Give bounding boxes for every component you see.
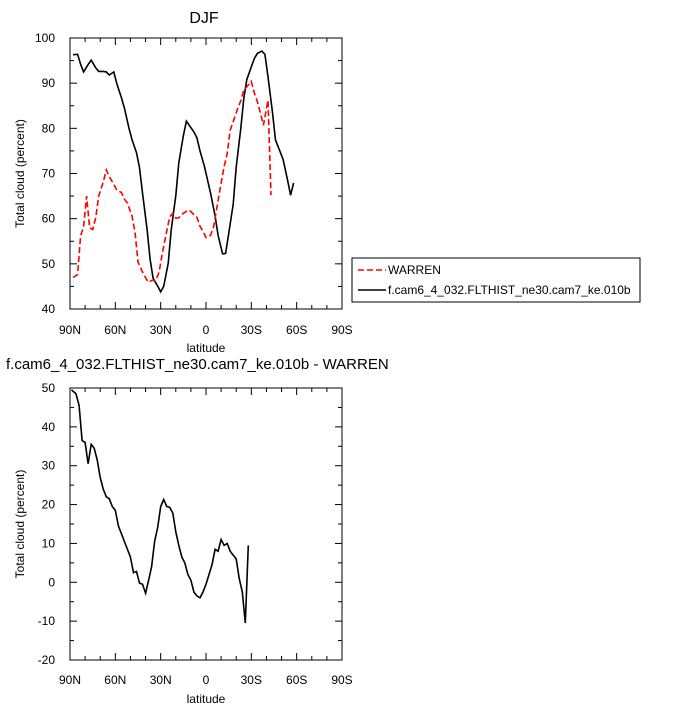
- bottom-y-tick-labels: -20 -10 0 10 20 30 40 50: [38, 381, 56, 667]
- bottom-y-tick-label-0: 0: [48, 575, 55, 589]
- bottom-panel: f.cam6_4_032.FLTHIST_ne30.cam7_ke.010b -…: [6, 356, 389, 706]
- top-y-tick-marks: [70, 37, 342, 310]
- top-y-tick-label-70: 70: [42, 167, 56, 181]
- top-panel: DJF 90N 60N 30N 0 30S 60S 90S 40 50 60 7…: [13, 10, 353, 355]
- legend-label-model: f.cam6_4_032.FLTHIST_ne30.cam7_ke.010b: [388, 283, 631, 297]
- bottom-y-tick-marks: [70, 387, 342, 661]
- legend-label-warren: WARREN: [388, 263, 441, 277]
- top-y-tick-label-90: 90: [42, 76, 56, 90]
- bottom-x-tick-label-60n: 60N: [104, 673, 126, 687]
- top-x-tick-label-90n: 90N: [59, 323, 81, 337]
- top-x-tick-label-30s: 30S: [241, 323, 262, 337]
- top-y-tick-labels: 40 50 60 70 80 90 100: [35, 31, 55, 316]
- top-x-tick-labels: 90N 60N 30N 0 30S 60S 90S: [59, 323, 353, 337]
- bottom-x-tick-labels: 90N 60N 30N 0 30S 60S 90S: [59, 673, 353, 687]
- top-y-tick-label-80: 80: [42, 121, 56, 135]
- bottom-plot-frame: [69, 387, 343, 661]
- top-x-axis-label: latitude: [187, 341, 226, 355]
- bottom-y-tick-label-30: 30: [42, 459, 56, 473]
- bottom-x-tick-label-30n: 30N: [150, 673, 172, 687]
- bottom-y-tick-label-10: 10: [42, 536, 56, 550]
- bottom-x-tick-label-90s: 90S: [331, 673, 352, 687]
- bottom-x-tick-label-90n: 90N: [59, 673, 81, 687]
- top-x-tick-label-60n: 60N: [104, 323, 126, 337]
- bottom-y-tick-label-neg20: -20: [38, 653, 56, 667]
- top-x-tick-label-60s: 60S: [286, 323, 307, 337]
- bottom-y-axis-label: Total cloud (percent): [13, 470, 27, 579]
- bottom-y-tick-label-20: 20: [42, 498, 56, 512]
- legend: WARREN f.cam6_4_032.FLTHIST_ne30.cam7_ke…: [351, 257, 641, 303]
- legend-box: [351, 257, 641, 303]
- bottom-x-tick-label-30s: 30S: [241, 673, 262, 687]
- bottom-series-difference-line: [70, 389, 250, 624]
- top-y-axis-label: Total cloud (percent): [13, 119, 27, 228]
- top-chart-title: DJF: [189, 10, 219, 27]
- bottom-y-tick-label-neg10: -10: [38, 614, 56, 628]
- top-y-tick-label-50: 50: [42, 257, 56, 271]
- top-y-tick-label-60: 60: [42, 212, 56, 226]
- top-x-tick-label-0: 0: [203, 323, 210, 337]
- top-x-tick-marks: [69, 38, 343, 309]
- bottom-x-tick-label-60s: 60S: [286, 673, 307, 687]
- top-x-tick-label-90s: 90S: [331, 323, 352, 337]
- bottom-x-axis-label: latitude: [187, 692, 226, 706]
- top-series-model-line: [72, 50, 295, 294]
- bottom-x-tick-marks: [69, 388, 343, 660]
- bottom-y-tick-label-40: 40: [42, 420, 56, 434]
- bottom-chart-title: f.cam6_4_032.FLTHIST_ne30.cam7_ke.010b -…: [6, 356, 389, 373]
- bottom-x-tick-label-0: 0: [203, 673, 210, 687]
- top-y-tick-label-100: 100: [35, 31, 55, 45]
- top-series-warren-line: [72, 79, 272, 284]
- top-y-tick-label-40: 40: [42, 302, 56, 316]
- bottom-y-tick-label-50: 50: [42, 381, 56, 395]
- top-x-tick-label-30n: 30N: [150, 323, 172, 337]
